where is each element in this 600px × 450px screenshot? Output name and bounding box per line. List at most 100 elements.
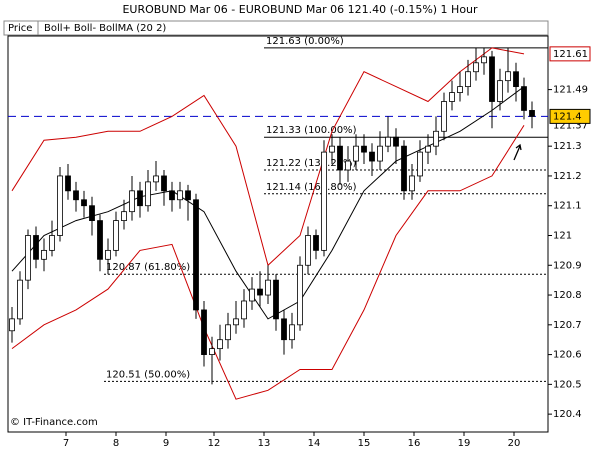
legend: Boll+ Boll- BollMA (20 2) bbox=[44, 23, 166, 34]
candle-body bbox=[129, 190, 135, 213]
x-tick-label: 8 bbox=[113, 438, 119, 449]
price-marker-label: 121.61 bbox=[553, 49, 588, 60]
candle-body bbox=[217, 339, 223, 350]
x-tick-label: 12 bbox=[208, 438, 221, 449]
y-tick-label: 121.3 bbox=[553, 141, 582, 152]
candle-body bbox=[401, 145, 407, 192]
candle-body bbox=[169, 190, 175, 201]
candle-body bbox=[49, 235, 55, 251]
candle-body bbox=[257, 288, 263, 296]
fib-label: 120.51 (50.00%) bbox=[106, 369, 190, 380]
candle-body bbox=[409, 175, 415, 192]
candle-body bbox=[121, 211, 127, 222]
candle-body bbox=[489, 56, 495, 102]
candle-body bbox=[449, 92, 455, 102]
candle-body bbox=[249, 288, 255, 302]
x-tick-label: 19 bbox=[458, 438, 471, 449]
y-tick-label: 121.2 bbox=[553, 171, 582, 182]
candle-body bbox=[385, 136, 391, 147]
candle-body bbox=[353, 145, 359, 162]
x-tick-label: 15 bbox=[358, 438, 371, 449]
candle-body bbox=[41, 249, 47, 260]
candle-body bbox=[329, 145, 335, 153]
legend-box bbox=[3, 20, 549, 36]
candle-body bbox=[25, 235, 31, 281]
candle-body bbox=[481, 56, 487, 64]
candle-body bbox=[441, 101, 447, 132]
plot: 121.63 (0.00%) 121.33 (100.00%) 121.22 (13… bbox=[8, 36, 548, 400]
legend-item: BollMA (20 2) bbox=[99, 23, 166, 34]
candle-body bbox=[273, 279, 279, 320]
band-line bbox=[11, 125, 525, 400]
candle-body bbox=[313, 235, 319, 251]
candle-body bbox=[305, 235, 311, 266]
plot-frame bbox=[7, 35, 549, 433]
y-tick-label: 120.9 bbox=[553, 260, 582, 271]
candle-body bbox=[361, 145, 367, 153]
candle-body bbox=[241, 300, 247, 320]
legend-item: Boll+ bbox=[44, 23, 71, 34]
candle-body bbox=[297, 264, 303, 326]
candle-body bbox=[33, 235, 39, 260]
x-tick-label: 16 bbox=[408, 438, 421, 449]
x-tick-label: 9 bbox=[163, 438, 169, 449]
candle-body bbox=[73, 190, 79, 201]
candle-body bbox=[281, 318, 287, 341]
candle-body bbox=[105, 249, 111, 260]
candle-body bbox=[457, 86, 463, 93]
fib-label: 120.87 (61.80%) bbox=[106, 262, 190, 273]
candle-body bbox=[337, 145, 343, 171]
fib-label: 121.14 (161.80%) bbox=[266, 182, 357, 193]
price-marker-box bbox=[549, 46, 591, 62]
y-tick-label: 121 bbox=[553, 230, 572, 241]
fib-label: 121.22 (138.20%) bbox=[266, 158, 357, 169]
candle-body bbox=[153, 175, 159, 183]
x-tick-label: 7 bbox=[63, 438, 69, 449]
candle-body bbox=[505, 71, 511, 82]
candle-body bbox=[345, 160, 351, 171]
candle-body bbox=[17, 279, 23, 320]
candle-body bbox=[65, 175, 71, 192]
candle-body bbox=[529, 110, 535, 117]
y-tick-label: 121.49 bbox=[553, 85, 588, 96]
y-tick-label: 120.8 bbox=[553, 290, 582, 301]
candle-body bbox=[513, 71, 519, 88]
candle-body bbox=[289, 324, 295, 341]
candle-body bbox=[473, 62, 479, 73]
candle-body bbox=[425, 145, 431, 153]
arrow-annotation bbox=[513, 143, 522, 161]
x-tick-label: 20 bbox=[508, 438, 521, 449]
footer: © IT-Finance.com bbox=[10, 417, 98, 428]
y-tick-label: 120.6 bbox=[553, 350, 582, 361]
legend-item: Boll- bbox=[74, 23, 97, 34]
candle-body bbox=[137, 190, 143, 207]
candle-body bbox=[185, 190, 191, 201]
candle-body bbox=[417, 151, 423, 177]
candle-body bbox=[521, 86, 527, 111]
candle-body bbox=[233, 318, 239, 326]
y-tick-label: 120.7 bbox=[553, 320, 582, 331]
candle-body bbox=[497, 80, 503, 102]
candle-body bbox=[113, 220, 119, 251]
y-tick-label: 120.5 bbox=[553, 379, 582, 390]
price-marker-label: 121.4 bbox=[553, 111, 582, 122]
price-marker-label: 121.37 bbox=[553, 120, 588, 131]
legend-price: Price bbox=[8, 23, 32, 34]
chart-title: EUROBUND Mar 06 - EUROBUND Mar 06 121.40… bbox=[122, 3, 478, 16]
x-tick-label: 14 bbox=[308, 438, 321, 449]
candle-body bbox=[369, 151, 375, 162]
candle-body bbox=[465, 71, 471, 88]
candle-body bbox=[81, 199, 87, 207]
price-marker-box bbox=[549, 108, 591, 124]
candle-body bbox=[209, 348, 215, 355]
candle-body bbox=[265, 279, 271, 296]
candle-body bbox=[9, 318, 15, 332]
fib-label: 121.33 (100.00%) bbox=[266, 125, 357, 136]
y-tick-label: 121.1 bbox=[553, 201, 582, 212]
candle-body bbox=[321, 151, 327, 251]
candle-body bbox=[201, 309, 207, 355]
candle-body bbox=[225, 324, 231, 341]
candle-body bbox=[97, 220, 103, 260]
